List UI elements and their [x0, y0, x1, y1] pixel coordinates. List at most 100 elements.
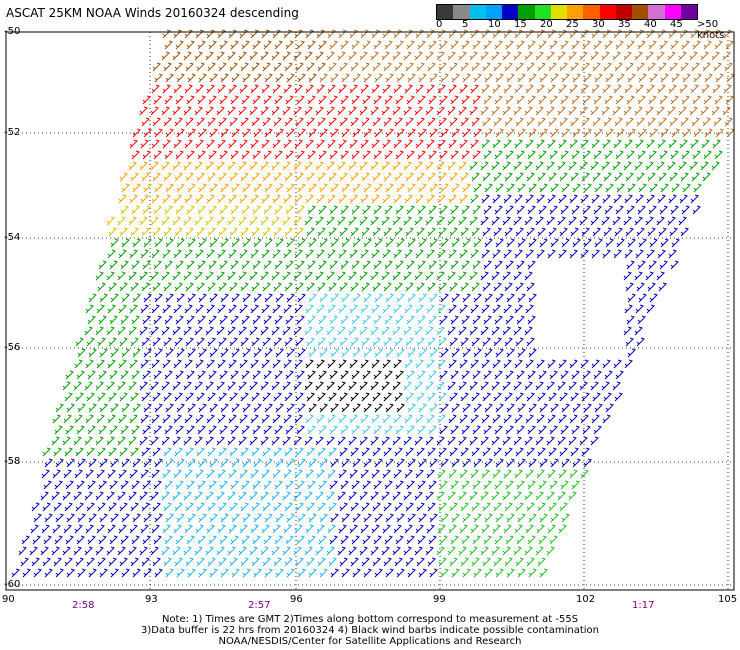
- wind-barb: [74, 524, 83, 534]
- wind-barb: [217, 139, 226, 149]
- wind-barb: [481, 469, 490, 479]
- wind-barb: [513, 491, 522, 501]
- wind-barb: [382, 249, 391, 259]
- wind-barb: [558, 139, 567, 149]
- wind-barb: [657, 194, 666, 204]
- wind-barb: [581, 117, 590, 127]
- wind-barb: [285, 150, 294, 160]
- wind-barb: [414, 51, 423, 61]
- wind-barb: [559, 447, 568, 457]
- wind-barb: [76, 480, 85, 490]
- wind-barb: [206, 469, 215, 479]
- wind-barb: [165, 568, 174, 578]
- wind-barb: [414, 436, 423, 446]
- wind-barb: [559, 117, 568, 127]
- wind-barb: [119, 282, 128, 292]
- wind-barb: [403, 546, 412, 556]
- wind-barb: [151, 524, 160, 534]
- wind-barb: [348, 326, 357, 336]
- wind-barb: [558, 469, 567, 479]
- wind-barb: [363, 458, 372, 468]
- wind-barb: [450, 480, 459, 490]
- wind-barb: [473, 73, 482, 83]
- wind-barb: [504, 117, 513, 127]
- wind-barb: [362, 480, 371, 490]
- wind-barb: [447, 546, 456, 556]
- wind-barb: [549, 95, 558, 105]
- wind-barb: [262, 557, 271, 567]
- wind-barb: [340, 315, 349, 325]
- wind-barb: [645, 106, 654, 116]
- wind-barb: [682, 128, 691, 138]
- wind-barb: [381, 51, 390, 61]
- wind-barb: [163, 447, 172, 457]
- wind-barb: [229, 117, 238, 127]
- wind-barb: [515, 117, 524, 127]
- wind-barb: [316, 29, 325, 39]
- wind-barb: [560, 95, 569, 105]
- wind-barb: [605, 403, 614, 413]
- wind-barb: [348, 216, 357, 226]
- wind-barb: [537, 62, 546, 72]
- wind-barb: [230, 40, 239, 50]
- wind-barb: [396, 183, 405, 193]
- wind-barb: [416, 557, 425, 567]
- wind-barb: [583, 238, 592, 248]
- wind-barb: [139, 436, 148, 446]
- wind-barb: [242, 183, 251, 193]
- wind-barb: [658, 227, 667, 237]
- wind-barb: [395, 535, 404, 545]
- wind-barb: [107, 249, 116, 259]
- wind-barb: [360, 84, 369, 94]
- wind-barb: [593, 40, 602, 50]
- wind-barb: [164, 425, 173, 435]
- wind-barb: [76, 535, 85, 545]
- wind-barb: [340, 425, 349, 435]
- wind-barb: [205, 381, 214, 391]
- wind-barb: [427, 337, 436, 347]
- wind-barb: [260, 161, 269, 171]
- wind-barb: [712, 84, 721, 94]
- wind-barb: [506, 293, 515, 303]
- wind-barb: [295, 502, 304, 512]
- wind-barb: [382, 359, 391, 369]
- wind-barb: [173, 469, 182, 479]
- wind-barb: [451, 403, 460, 413]
- wind-barb: [73, 381, 82, 391]
- wind-barb: [308, 403, 317, 413]
- wind-barb: [592, 62, 601, 72]
- wind-barb: [693, 73, 702, 83]
- wind-barb: [579, 216, 588, 226]
- wind-barb: [359, 106, 368, 116]
- wind-barb: [317, 502, 326, 512]
- wind-barb: [715, 128, 724, 138]
- wind-barb: [348, 491, 357, 501]
- wind-barb: [415, 194, 424, 204]
- wind-barb: [469, 216, 478, 226]
- colorbar-swatch: [632, 5, 649, 19]
- wind-barb: [436, 326, 445, 336]
- wind-barb: [494, 535, 503, 545]
- wind-barb: [207, 392, 216, 402]
- wind-barb: [307, 40, 316, 50]
- wind-barb: [151, 84, 160, 94]
- wind-barb: [318, 370, 327, 380]
- wind-barb: [525, 249, 534, 259]
- wind-barb: [724, 62, 733, 72]
- wind-barb: [394, 557, 403, 567]
- wind-barb: [227, 216, 236, 226]
- wind-barb: [315, 326, 324, 336]
- wind-barb: [404, 29, 413, 39]
- wind-barb: [207, 502, 216, 512]
- wind-barb: [504, 447, 513, 457]
- wind-barb: [550, 128, 559, 138]
- wind-barb: [472, 150, 481, 160]
- wind-barb: [73, 491, 82, 501]
- wind-barb: [118, 414, 127, 424]
- wind-barb: [272, 469, 281, 479]
- wind-barb: [108, 337, 117, 347]
- wind-barb: [274, 370, 283, 380]
- wind-barb: [261, 84, 270, 94]
- wind-barb: [504, 337, 513, 347]
- colorbar-label: 35: [618, 19, 631, 30]
